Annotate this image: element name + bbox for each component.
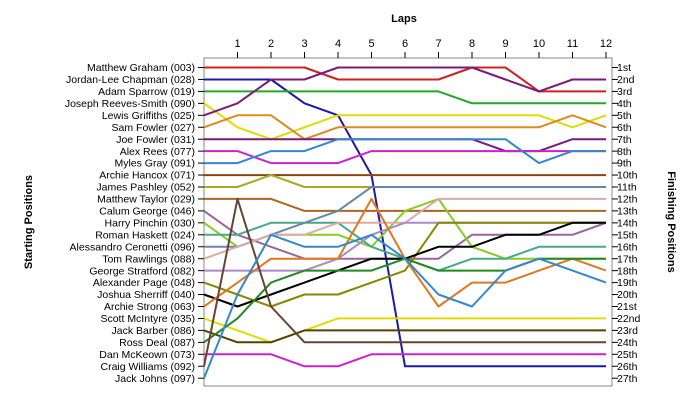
finishing-position-label: 15th <box>617 229 638 241</box>
lap-label: 10 <box>533 38 545 50</box>
starting-position-label: Lewis Griffiths (025) <box>102 110 195 122</box>
lap-label: 2 <box>268 38 274 50</box>
lap-label: 5 <box>368 38 374 50</box>
grid-layer <box>198 52 618 379</box>
finishing-position-label: 16th <box>617 241 638 253</box>
lap-label: 12 <box>600 38 612 50</box>
starting-position-label: Archie Strong (063) <box>104 301 195 313</box>
finishing-position-label: 17th <box>617 253 638 265</box>
starting-position-label: Sam Fowler (027) <box>112 122 195 134</box>
starting-position-label: Matthew Taylor (029) <box>97 194 195 206</box>
driver-line-25 <box>204 353 606 368</box>
starting-position-label: Joshua Sherriff (040) <box>97 289 195 301</box>
finishing-position-label: 22nd <box>617 313 641 325</box>
finishing-position-label: 3rd <box>617 86 632 98</box>
starting-position-label: Joe Fowler (031) <box>116 134 195 146</box>
starting-position-label: Dan McKeown (073) <box>99 349 195 361</box>
left-axis-title: Starting Positions <box>23 175 35 269</box>
finishing-position-label: 1st <box>617 62 631 74</box>
starting-position-label: Jack Barber (086) <box>112 325 195 337</box>
finishing-position-label: 19th <box>617 277 638 289</box>
driver-line-9 <box>204 138 606 165</box>
starting-position-label: Joseph Reeves-Smith (090) <box>65 98 195 110</box>
finishing-position-label: 12th <box>617 194 638 206</box>
finishing-position-label: 4th <box>617 98 632 110</box>
starting-position-label: Archie Hancox (071) <box>99 170 195 182</box>
lap-label: 4 <box>335 38 341 50</box>
finishing-position-label: 11th <box>617 182 637 194</box>
lap-label: 3 <box>301 38 307 50</box>
finishing-position-label: 9th <box>617 158 632 170</box>
lap-label: 7 <box>435 38 441 50</box>
driver-line-6 <box>203 114 607 141</box>
finishing-position-label: 25th <box>617 349 638 361</box>
starting-position-label: Alessandro Ceronetti (096) <box>70 241 195 253</box>
lap-label: 11 <box>567 38 578 50</box>
finishing-position-label: 6th <box>617 122 632 134</box>
finishing-position-label: 14th <box>617 217 638 229</box>
starting-position-label: Scott McIntyre (035) <box>100 313 195 325</box>
finishing-position-label: 2nd <box>617 74 635 86</box>
finishing-position-label: 20th <box>617 289 638 301</box>
driver-line-23 <box>203 329 606 344</box>
starting-position-label: Jack Johns (097) <box>115 373 195 385</box>
finishing-position-label: 24th <box>617 337 638 349</box>
starting-position-label: Myles Gray (091) <box>114 158 195 170</box>
x-axis-title: Laps <box>391 13 417 25</box>
starting-position-label: George Stratford (082) <box>89 265 195 277</box>
finishing-position-label: 7th <box>617 134 632 146</box>
lap-label: 1 <box>234 38 240 50</box>
finishing-position-label: 5th <box>617 110 632 122</box>
driver-line-27 <box>203 233 607 379</box>
series-lines <box>203 66 607 379</box>
starting-position-label: Craig Williams (092) <box>100 361 195 373</box>
lap-label: 8 <box>469 38 475 50</box>
finishing-position-label: 10th <box>617 170 638 182</box>
starting-position-label: Calum George (046) <box>99 206 195 218</box>
driver-line-26 <box>203 197 606 367</box>
starting-position-label: Alex Rees (077) <box>120 146 195 158</box>
right-axis-title: Finishing Positions <box>665 171 677 272</box>
lap-label: 6 <box>402 38 408 50</box>
starting-position-label: Adam Sparrow (019) <box>98 86 195 98</box>
finishing-position-label: 26th <box>617 361 638 373</box>
starting-position-label: Harry Pinchin (030) <box>105 217 195 229</box>
finishing-position-label: 13th <box>617 206 638 218</box>
finishing-position-label: 18th <box>617 265 638 277</box>
lap-label: 9 <box>502 38 508 50</box>
starting-position-label: Matthew Graham (003) <box>87 62 195 74</box>
starting-position-label: Ross Deal (087) <box>119 337 195 349</box>
finishing-position-label: 21st <box>617 301 637 313</box>
starting-position-label: Alexander Page (048) <box>93 277 195 289</box>
finishing-position-label: 27th <box>617 373 638 385</box>
driver-line-3 <box>204 90 606 105</box>
driver-line-8 <box>204 150 606 165</box>
driver-line-5 <box>203 66 606 117</box>
starting-position-label: Roman Haskett (024) <box>95 229 195 241</box>
starting-position-label: James Pashley (052) <box>96 182 195 194</box>
finishing-position-label: 23rd <box>617 325 638 337</box>
finishing-position-label: 8th <box>617 146 632 158</box>
starting-position-label: Jordan-Lee Chapman (028) <box>66 74 195 86</box>
starting-position-label: Tom Rawlings (088) <box>102 253 195 265</box>
